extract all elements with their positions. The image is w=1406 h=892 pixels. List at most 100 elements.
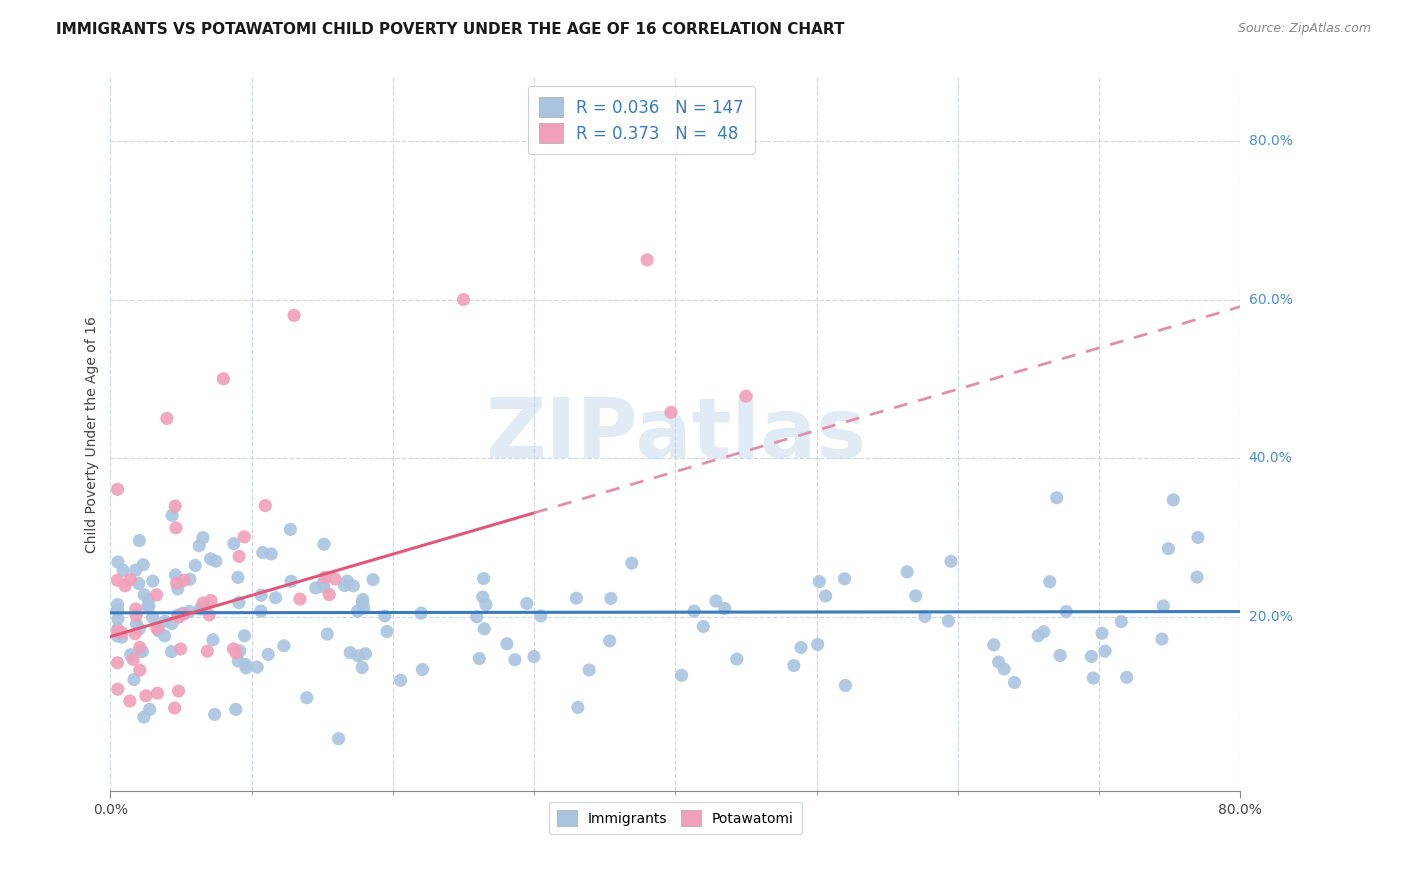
Point [938, 614, 960, 628]
Point [453, 293, 475, 307]
Point [468, 651, 491, 665]
Point [191, 531, 214, 545]
Point [222, 641, 245, 656]
Point [352, 592, 374, 607]
Point [735, 389, 758, 403]
Point [280, 523, 302, 537]
Point [659, 405, 682, 419]
Point [107, 622, 129, 636]
Point [375, 624, 398, 639]
Point [342, 579, 364, 593]
Point [228, 549, 250, 564]
Point [389, 673, 412, 688]
Point [1046, 491, 1069, 505]
Point [1004, 675, 1026, 690]
Point [128, 576, 150, 591]
Point [318, 588, 340, 602]
Point [304, 581, 326, 595]
Point [235, 657, 257, 672]
Point [163, 701, 186, 715]
Point [352, 596, 374, 610]
Point [173, 574, 195, 588]
Point [314, 570, 336, 584]
Point [125, 616, 148, 631]
Point [225, 702, 247, 716]
Point [475, 598, 498, 612]
Point [124, 626, 146, 640]
Point [1115, 670, 1137, 684]
Point [179, 572, 201, 586]
Y-axis label: Child Poverty Under the Age of 16: Child Poverty Under the Age of 16 [86, 316, 100, 553]
Point [146, 686, 169, 700]
Point [354, 647, 377, 661]
Point [235, 661, 257, 675]
Point [142, 610, 165, 624]
Point [107, 612, 129, 626]
Point [347, 648, 370, 663]
Point [834, 678, 856, 692]
Point [184, 558, 207, 573]
Point [165, 521, 187, 535]
Point [118, 694, 141, 708]
Point [250, 588, 273, 602]
Point [516, 597, 538, 611]
Point [107, 603, 129, 617]
Point [1150, 632, 1173, 646]
Point [620, 556, 643, 570]
Point [200, 593, 222, 607]
Point [328, 731, 350, 746]
Point [1039, 574, 1062, 589]
Point [346, 604, 368, 618]
Text: 80.0%: 80.0% [1249, 134, 1292, 148]
Point [160, 644, 183, 658]
Point [1091, 626, 1114, 640]
Point [111, 630, 134, 644]
Point [195, 644, 218, 658]
Point [107, 624, 129, 639]
Point [204, 707, 226, 722]
Text: IMMIGRANTS VS POTAWATOMI CHILD POVERTY UNDER THE AGE OF 16 CORRELATION CHART: IMMIGRANTS VS POTAWATOMI CHILD POVERTY U… [56, 22, 845, 37]
Point [783, 658, 806, 673]
Point [166, 576, 188, 591]
Text: Source: ZipAtlas.com: Source: ZipAtlas.com [1237, 22, 1371, 36]
Text: ZIPatlas: ZIPatlas [485, 394, 866, 475]
Point [312, 580, 335, 594]
Point [993, 662, 1015, 676]
Point [1049, 648, 1071, 663]
Point [671, 668, 693, 682]
Point [312, 537, 335, 551]
Point [190, 600, 212, 615]
Point [1161, 492, 1184, 507]
Point [145, 588, 167, 602]
Point [229, 644, 252, 658]
Point [249, 604, 271, 618]
Point [311, 577, 333, 591]
Point [167, 684, 190, 698]
Point [914, 609, 936, 624]
Point [939, 554, 962, 568]
Point [233, 530, 256, 544]
Point [190, 602, 212, 616]
Point [283, 309, 305, 323]
Point [257, 648, 280, 662]
Point [107, 555, 129, 569]
Point [125, 563, 148, 577]
Point [352, 660, 374, 674]
Point [120, 648, 142, 662]
Point [122, 652, 145, 666]
Point [316, 627, 339, 641]
Point [1026, 629, 1049, 643]
Point [166, 582, 188, 596]
Point [125, 602, 148, 616]
Point [599, 591, 621, 606]
Point [983, 638, 1005, 652]
Point [201, 632, 224, 647]
Point [465, 609, 488, 624]
Point [165, 499, 187, 513]
Point [120, 573, 142, 587]
Point [153, 614, 176, 628]
Point [200, 552, 222, 566]
Point [167, 610, 190, 624]
Point [173, 607, 195, 621]
Point [692, 619, 714, 633]
